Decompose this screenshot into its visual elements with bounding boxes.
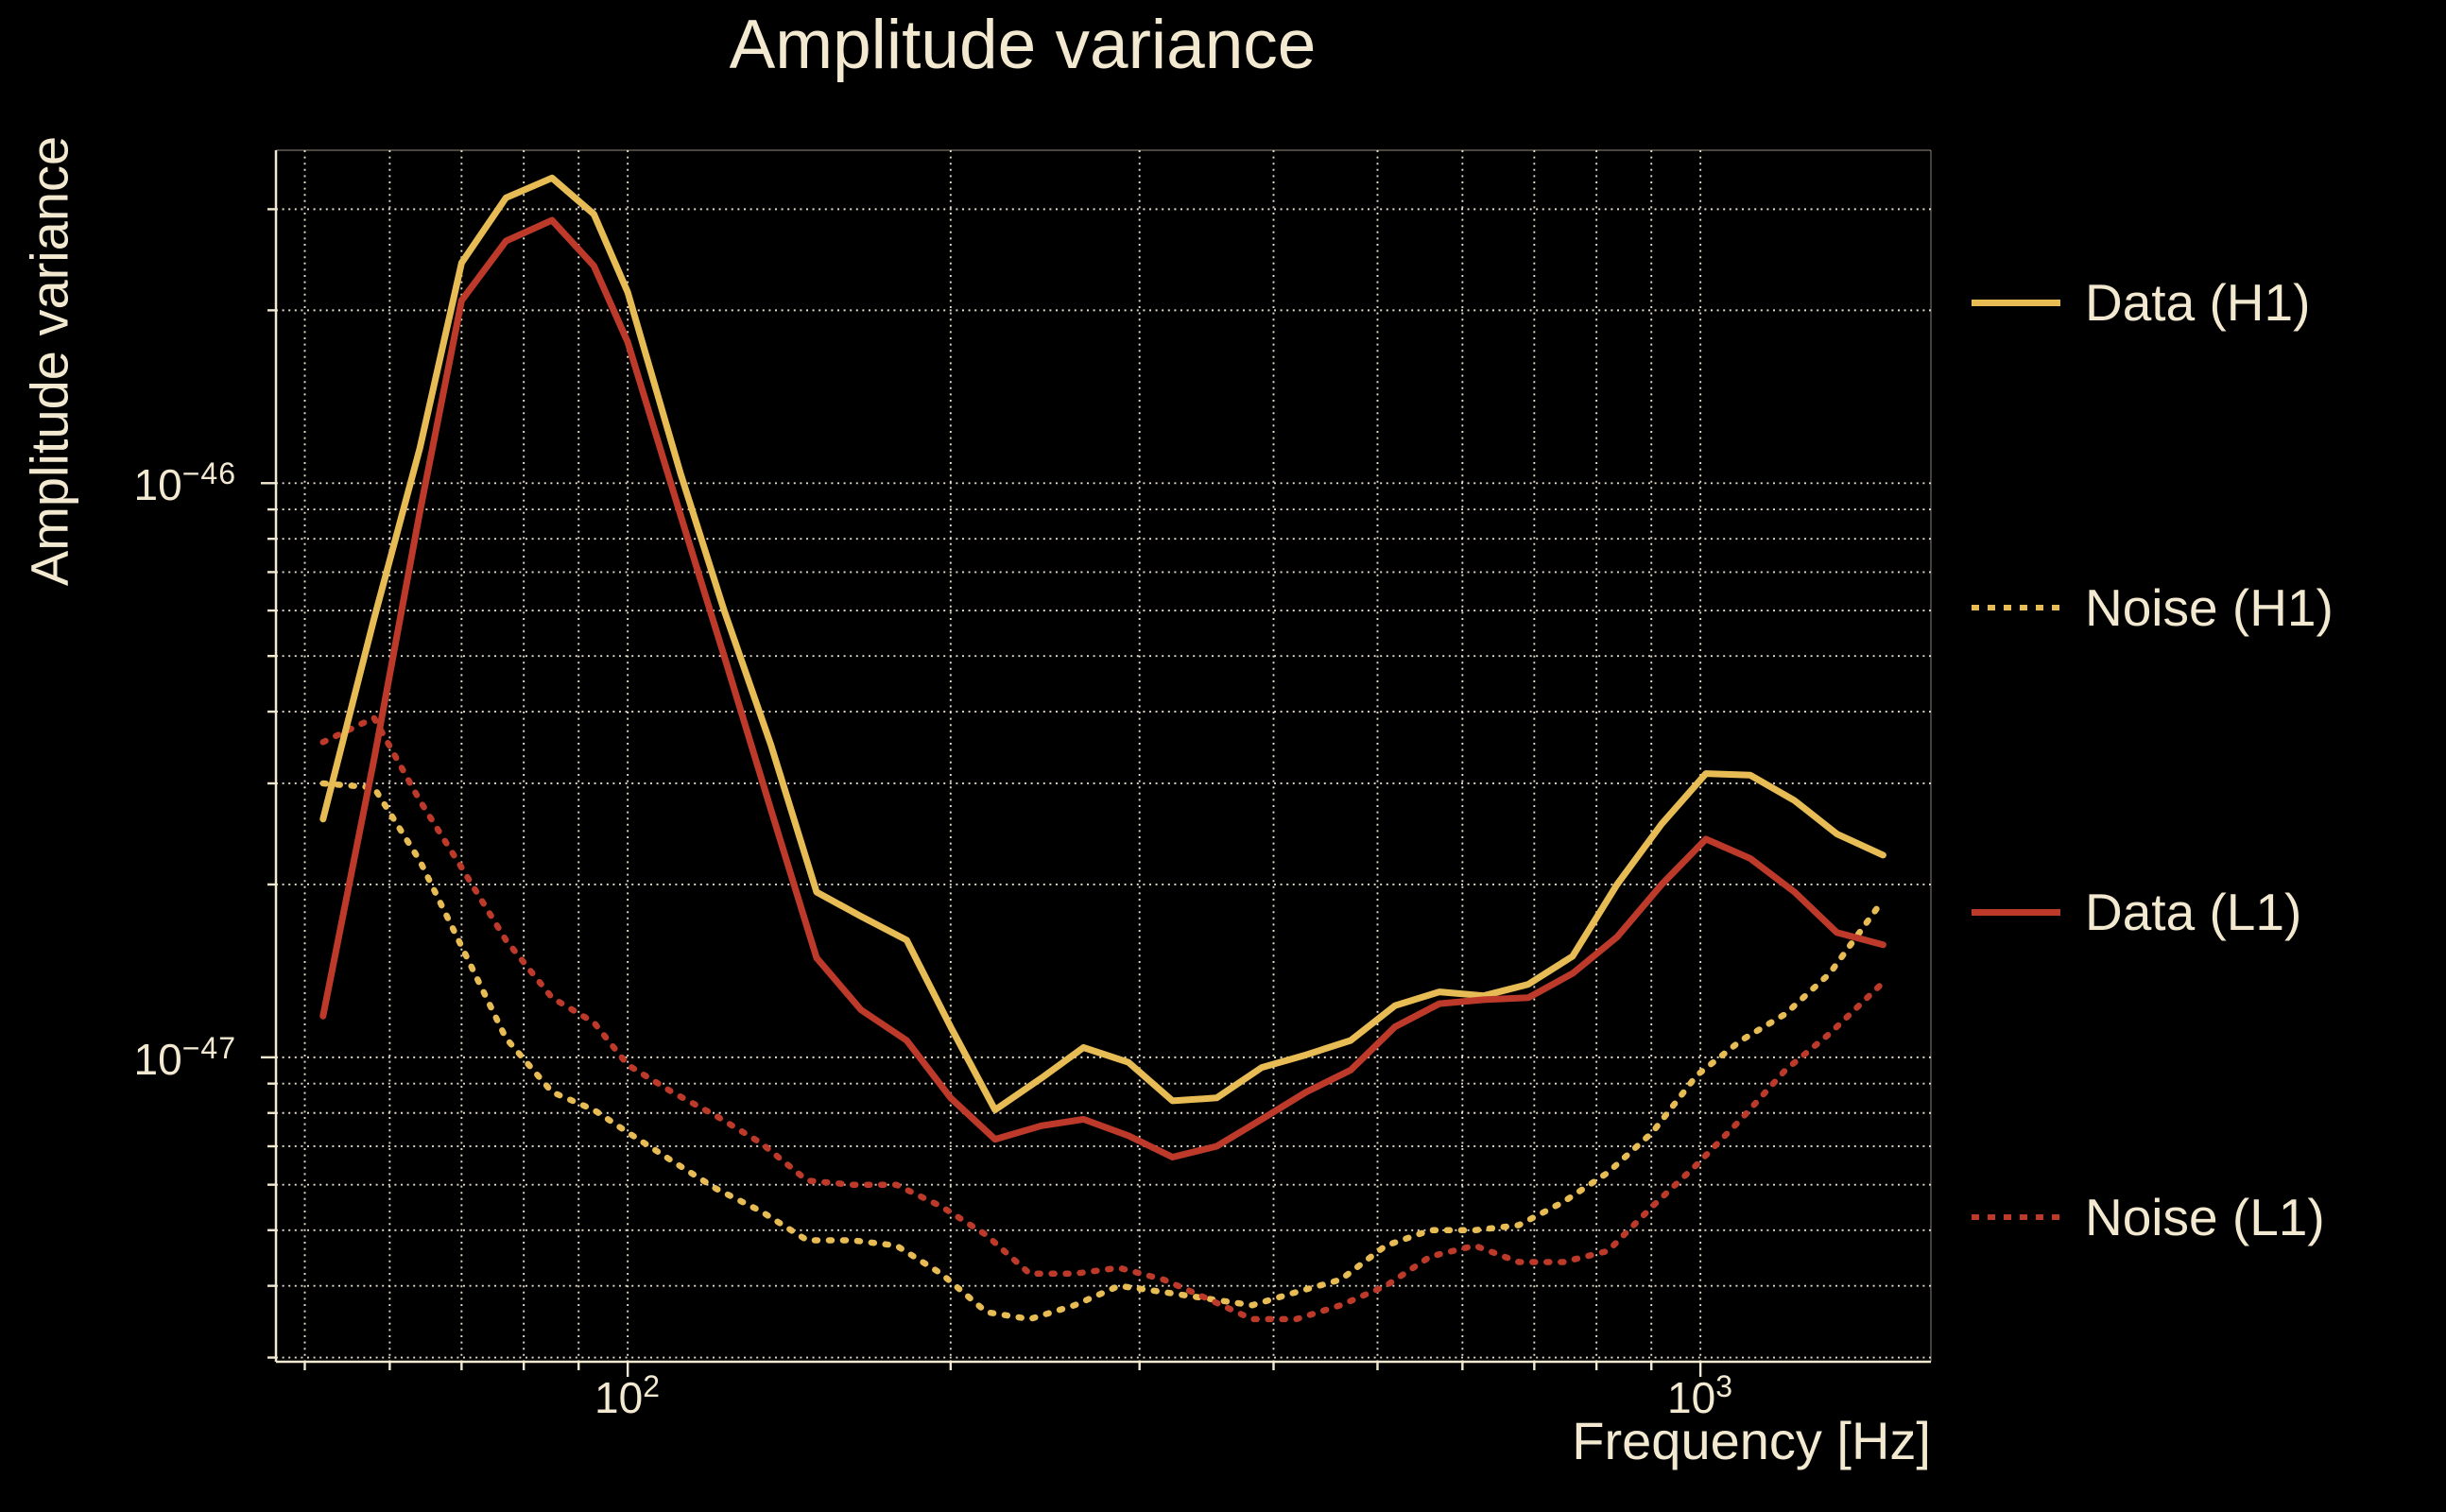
y-axis-label: Amplitude variance	[19, 135, 79, 587]
legend-label: Data (L1)	[2085, 883, 2302, 941]
legend-line-sample-data-l1	[1972, 908, 2060, 916]
legend-item-data-h1: Data (H1)	[1972, 268, 2310, 336]
legend-label: Data (H1)	[2085, 273, 2311, 332]
legend-item-data-l1: Data (L1)	[1972, 878, 2301, 946]
legend-line-sample-noise-h1	[1972, 605, 2060, 610]
x-tick-label-100: 102	[594, 1369, 661, 1422]
legend-item-noise-h1: Noise (H1)	[1972, 574, 2334, 642]
y-tick-label-1e-47: 10−47	[133, 1031, 236, 1084]
x-tick-label-1000: 103	[1667, 1369, 1733, 1422]
legend-line-sample-noise-l1	[1972, 1214, 2060, 1220]
legend-label: Noise (H1)	[2085, 578, 2334, 637]
chart-title: Amplitude variance	[729, 7, 1317, 83]
legend-item-noise-l1: Noise (L1)	[1972, 1183, 2325, 1251]
y-tick-label-1e-46: 10−46	[133, 456, 236, 509]
legend-label: Noise (L1)	[2085, 1188, 2325, 1246]
legend-line-sample-data-h1	[1972, 299, 2060, 306]
x-axis-label: Frequency [Hz]	[1572, 1411, 1931, 1470]
